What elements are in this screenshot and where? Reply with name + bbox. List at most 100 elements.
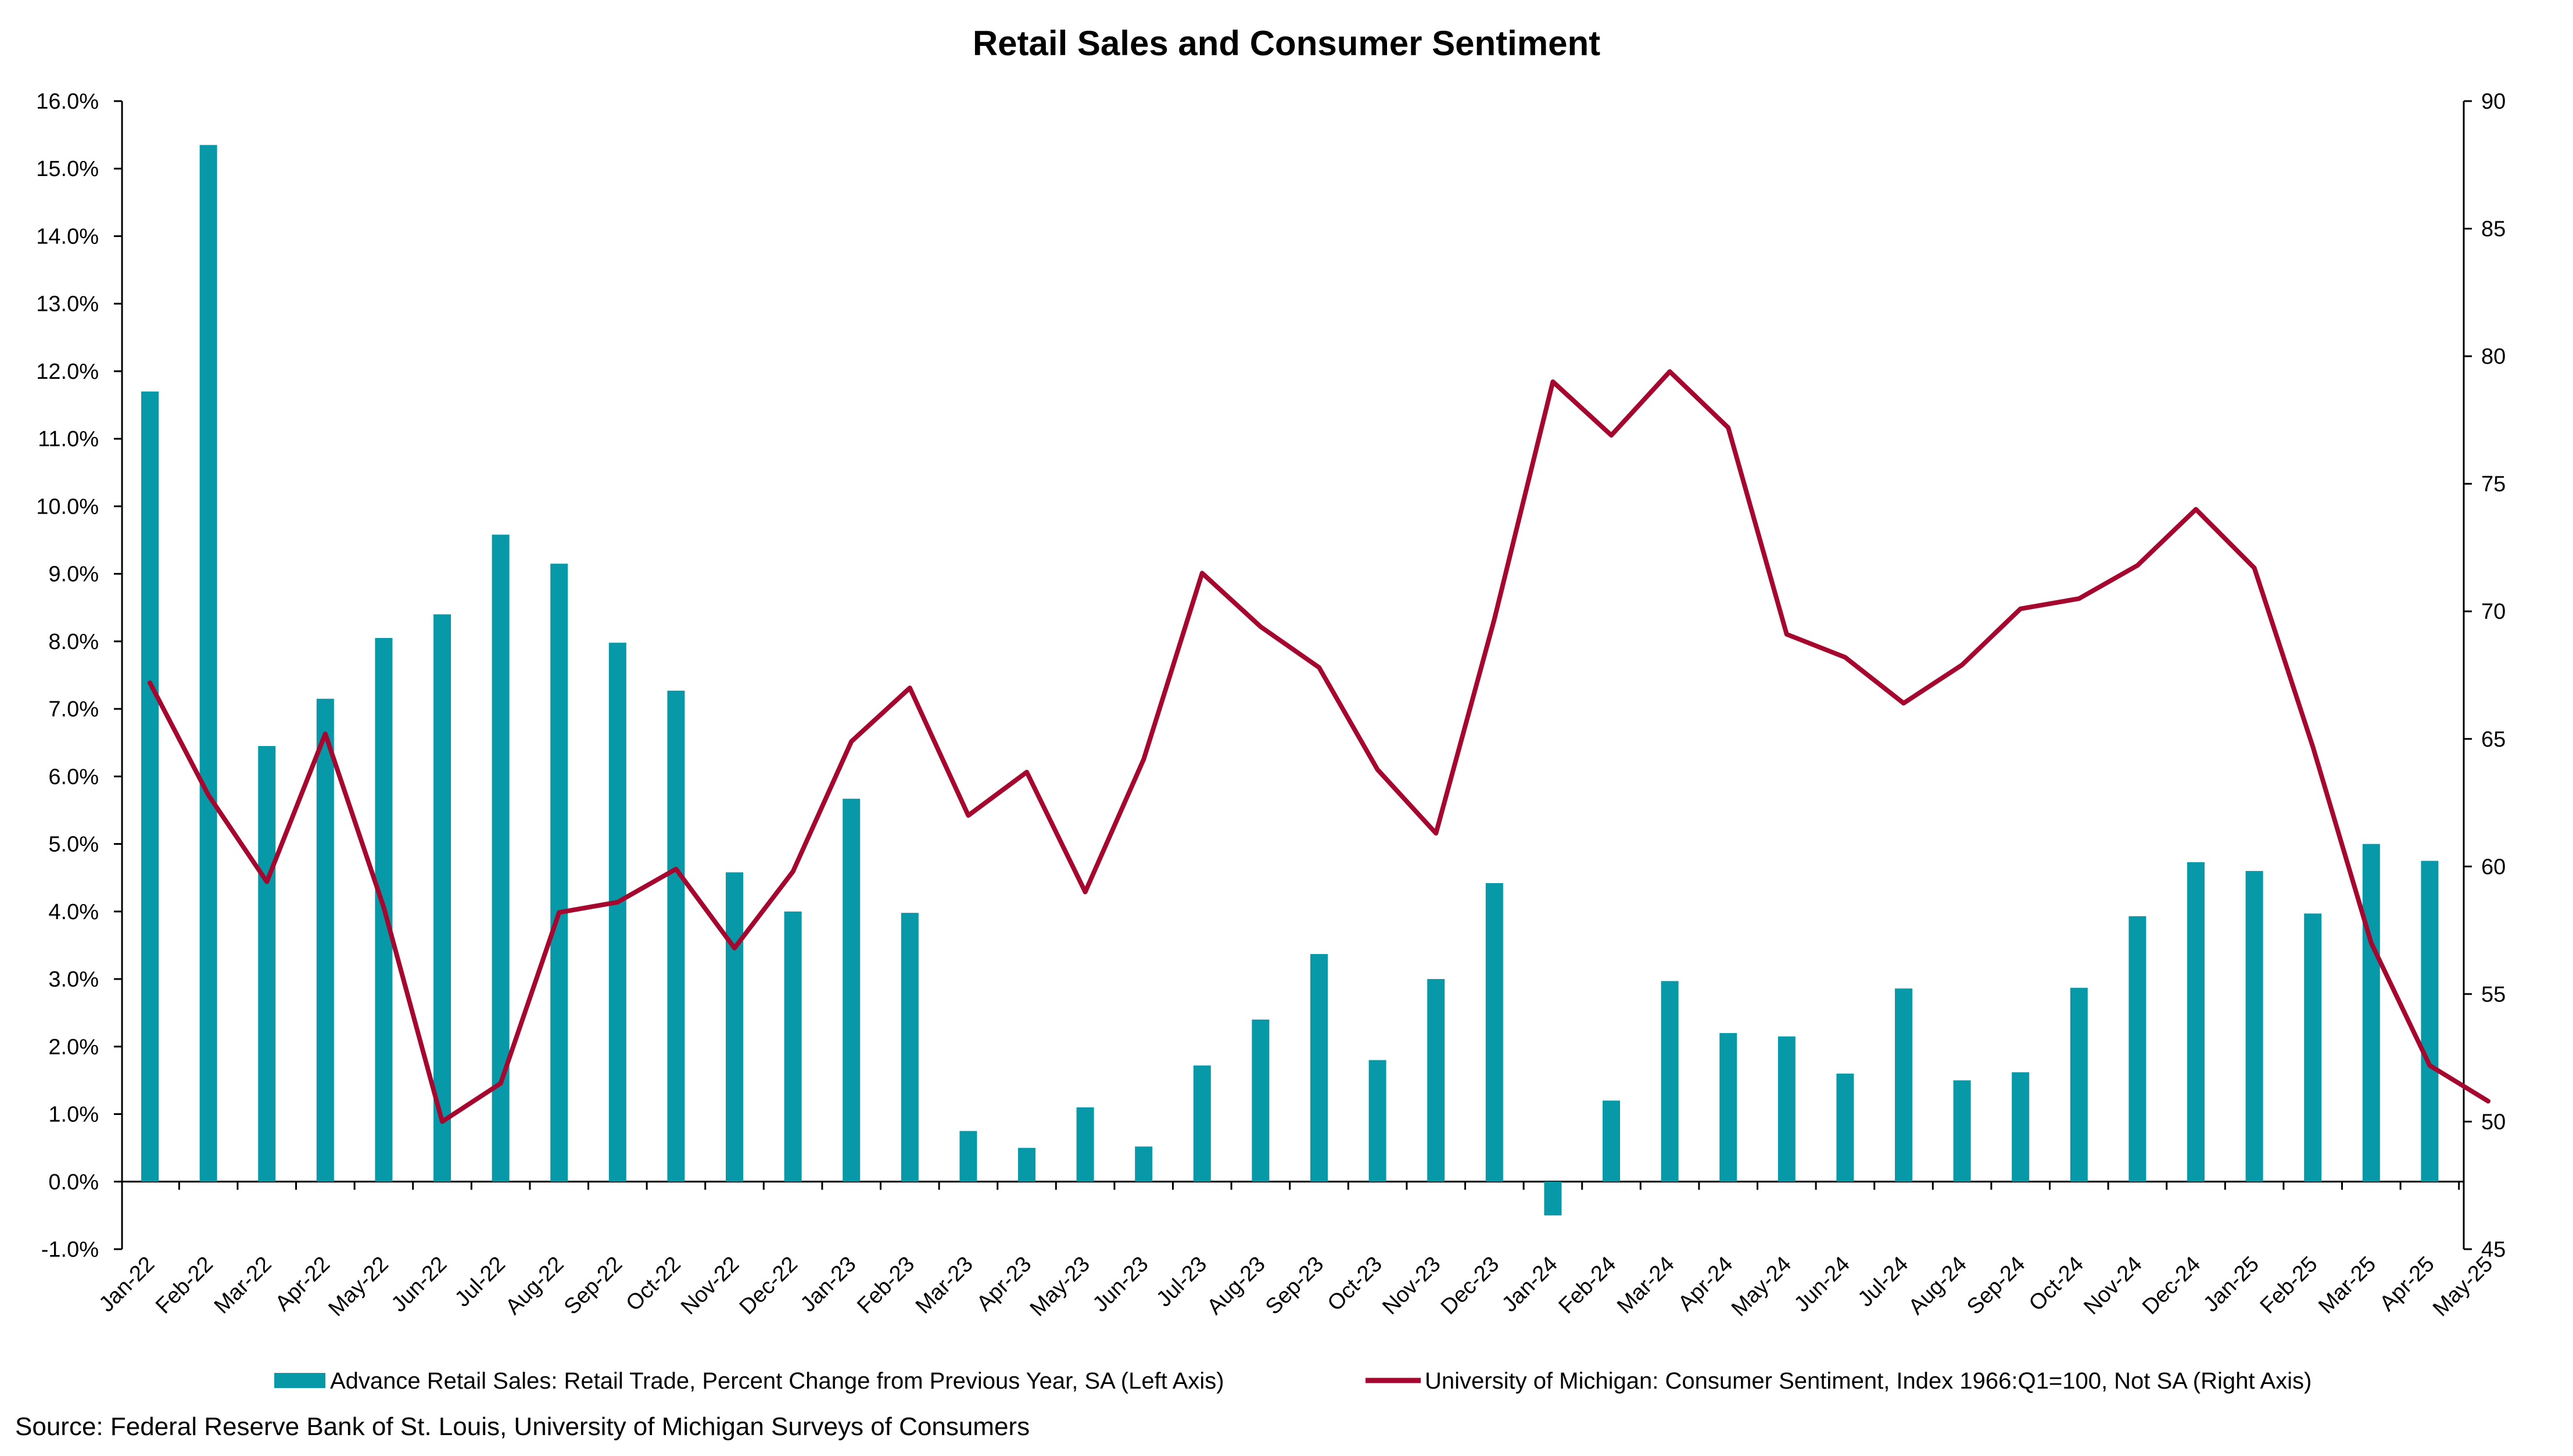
bar-Jun-22 [433,614,451,1182]
bar-Jul-23 [1193,1065,1211,1182]
line-series [148,369,2490,1124]
left-axis-tick-label: 12.0% [36,360,99,384]
bar-Sep-22 [608,643,626,1182]
x-axis-label-Oct-23: Oct-23 [1323,1252,1387,1316]
bar-Mar-23 [959,1131,977,1182]
x-axis-label-Jan-23: Jan-23 [796,1252,861,1317]
bar-Jan-24 [1544,1181,1562,1215]
x-axis-label-May-25: May-25 [2428,1252,2497,1321]
x-axis-label-Apr-25: Apr-25 [2375,1252,2439,1316]
bar-Jun-24 [1836,1073,1854,1182]
x-axis-label-Aug-22: Aug-22 [501,1252,568,1319]
right-axis-tick-label: 50 [2481,1110,2506,1134]
bar-series [141,145,2439,1215]
x-axis-label-May-23: May-23 [1026,1252,1095,1321]
bar-Feb-25 [2304,913,2322,1182]
x-axis-label-Sep-22: Sep-22 [560,1252,627,1319]
left-axis-tick-label: 6.0% [48,765,99,789]
x-axis-label-Sep-24: Sep-24 [1962,1252,2030,1319]
axes: -1.0% 0.0% 1.0% 2.0% 3.0% 4.0% 5.0% 6.0% 7.0% 8.0… [36,89,2506,1262]
bar-Sep-23 [1310,954,1328,1182]
right-axis-tick-label: 80 [2481,345,2506,369]
left-axis-tick-label: 14.0% [36,224,99,249]
bar-Apr-24 [1719,1033,1737,1182]
bar-Mar-24 [1661,981,1679,1182]
bar-May-24 [1778,1036,1796,1182]
bar-Jul-24 [1895,988,1912,1182]
x-axis-label-Feb-24: Feb-24 [1554,1252,1621,1319]
left-axis-tick-label: 10.0% [36,494,99,519]
bar-Apr-22 [316,698,334,1182]
bar-Feb-24 [1603,1100,1620,1182]
consumer-sentiment-line [148,369,2490,1124]
bar-Aug-22 [550,564,568,1182]
bar-Jan-25 [2245,871,2263,1182]
left-axis-tick-label: 15.0% [36,157,99,181]
left-axis-tick-label: 4.0% [48,900,99,924]
bar-Nov-22 [726,872,743,1182]
x-axis-label-Jan-25: Jan-25 [2199,1252,2264,1317]
left-axis-tick-label: 7.0% [48,697,99,722]
bar-Feb-22 [199,145,217,1182]
x-axis-label-May-22: May-22 [324,1252,393,1321]
bar-Dec-22 [784,911,802,1182]
right-axis-tick-label: 70 [2481,600,2506,624]
x-axis-label-Jan-22: Jan-22 [94,1252,159,1317]
bar-Apr-25 [2421,860,2439,1182]
x-axis-label-Feb-23: Feb-23 [852,1252,919,1319]
bar-Jan-23 [843,798,861,1182]
legend: Advance Retail Sales: Retail Trade, Perc… [274,1368,2312,1394]
x-axis-labels: Jan-22Feb-22Mar-22Apr-22May-22Jun-22Jul-… [94,1252,2497,1321]
x-axis-label-Jan-24: Jan-24 [1497,1252,1563,1317]
bar-Oct-22 [667,690,685,1182]
left-axis-tick-label: 16.0% [36,89,99,114]
bar-Nov-23 [1427,979,1445,1182]
x-axis-label-Feb-25: Feb-25 [2256,1252,2323,1319]
x-axis-label-May-24: May-24 [1727,1252,1796,1321]
x-axis-label-Apr-22: Apr-22 [271,1252,335,1316]
left-axis-tick-label: 9.0% [48,562,99,587]
bar-Mar-22 [258,746,276,1182]
x-axis-label-Oct-24: Oct-24 [2024,1252,2088,1316]
x-axis-label-Sep-23: Sep-23 [1261,1252,1328,1319]
x-axis-label-Mar-24: Mar-24 [1612,1252,1679,1319]
bar-Jul-22 [492,535,510,1182]
bar-May-23 [1076,1107,1094,1182]
left-axis-tick-label: 8.0% [48,630,99,654]
x-axis-label-Mar-25: Mar-25 [2314,1252,2381,1319]
x-axis-label-Oct-22: Oct-22 [621,1252,685,1316]
legend-swatch-retail-sales [274,1373,325,1388]
right-axis-tick-label: 60 [2481,855,2506,879]
left-axis-tick-label: 5.0% [48,833,99,857]
right-axis-tick-label: 85 [2481,217,2506,242]
bar-Oct-24 [2070,988,2088,1182]
bar-Mar-25 [2362,844,2380,1182]
x-axis-label-Mar-23: Mar-23 [911,1252,978,1319]
bar-Dec-23 [1485,883,1503,1182]
legend-label-retail-sales: Advance Retail Sales: Retail Trade, Perc… [330,1368,1224,1394]
right-axis-tick-label: 55 [2481,982,2506,1007]
left-axis-tick-label: 13.0% [36,292,99,317]
right-axis-tick-label: 90 [2481,89,2506,114]
bar-Nov-24 [2128,916,2146,1182]
right-axis-tick-label: 75 [2481,472,2506,497]
bar-Dec-24 [2187,862,2205,1182]
bar-Feb-23 [901,913,919,1182]
left-axis-tick-label: -1.0% [41,1238,99,1262]
bar-Oct-23 [1368,1060,1386,1182]
x-axis-label-Aug-23: Aug-23 [1202,1252,1270,1319]
x-axis-label-Mar-22: Mar-22 [210,1252,277,1319]
left-axis-tick-label: 11.0% [38,427,99,451]
bar-Jun-23 [1135,1146,1153,1182]
x-axis-label-Aug-24: Aug-24 [1904,1252,1972,1319]
x-axis-label-Apr-24: Apr-24 [1673,1252,1737,1316]
x-axis-label-Nov-22: Nov-22 [676,1252,744,1319]
x-axis-label-Nov-23: Nov-23 [1378,1252,1445,1319]
bar-Aug-23 [1252,1019,1270,1182]
left-axis-tick-label: 2.0% [48,1035,99,1059]
x-axis-label-Nov-24: Nov-24 [2079,1252,2146,1319]
right-axis-tick-label: 65 [2481,727,2506,752]
x-axis-label-Jun-22: Jun-22 [386,1252,451,1317]
bar-Aug-24 [1953,1080,1971,1182]
